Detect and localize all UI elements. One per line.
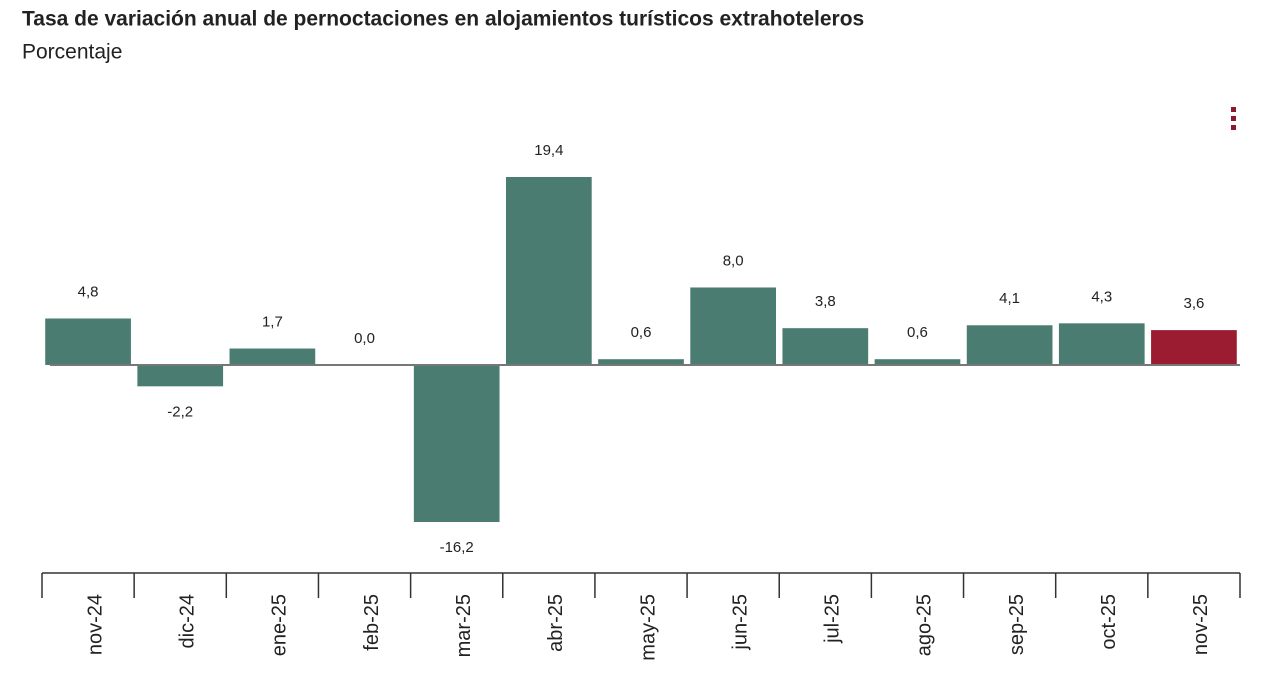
value-label: 0,0: [354, 330, 375, 347]
value-label: -16,2: [440, 539, 474, 556]
bar: [1058, 323, 1145, 366]
value-label: 3,6: [1183, 295, 1204, 312]
bar: [137, 365, 224, 387]
value-label: 3,8: [815, 293, 836, 310]
value-label: 4,1: [999, 290, 1020, 307]
chart-subtitle: Porcentaje: [22, 41, 122, 64]
bar: [874, 359, 961, 366]
menu-dot: [1231, 125, 1236, 130]
value-label: 19,4: [534, 142, 563, 159]
x-tick-label: jul-25: [822, 594, 844, 644]
menu-dot: [1231, 107, 1236, 112]
value-label: 8,0: [723, 252, 744, 269]
bar: [1151, 330, 1237, 366]
bar: [45, 318, 131, 366]
x-tick-label: jun-25: [729, 594, 751, 651]
value-label: 0,6: [631, 324, 652, 341]
bar: [598, 359, 684, 366]
x-tick-label: abr-25: [545, 594, 567, 652]
value-label: 4,8: [78, 283, 99, 300]
x-tick-label: ago-25: [914, 594, 936, 656]
x-tick-label: feb-25: [361, 594, 383, 651]
value-label: 4,3: [1091, 288, 1112, 305]
value-label: 0,6: [907, 324, 928, 341]
chart-title: Tasa de variación anual de pernoctacione…: [22, 8, 864, 31]
value-label: 1,7: [262, 313, 283, 330]
menu-dot: [1231, 116, 1236, 121]
x-tick-label: may-25: [637, 594, 659, 661]
x-tick-label: nov-24: [84, 594, 106, 655]
bar: [413, 365, 500, 522]
x-tick-label: oct-25: [1098, 594, 1120, 650]
bar: [690, 287, 777, 366]
bar: [966, 325, 1053, 366]
value-label: -2,2: [167, 403, 193, 420]
menu-icon[interactable]: [1231, 107, 1236, 130]
x-tick-label: ene-25: [269, 594, 291, 656]
x-tick-label: nov-25: [1190, 594, 1212, 655]
bar: [782, 328, 869, 366]
x-tick-label: dic-24: [177, 594, 199, 648]
bar: [229, 348, 316, 366]
x-tick-label: sep-25: [1006, 594, 1028, 655]
x-tick-label: mar-25: [453, 594, 475, 657]
bar: [505, 177, 592, 366]
